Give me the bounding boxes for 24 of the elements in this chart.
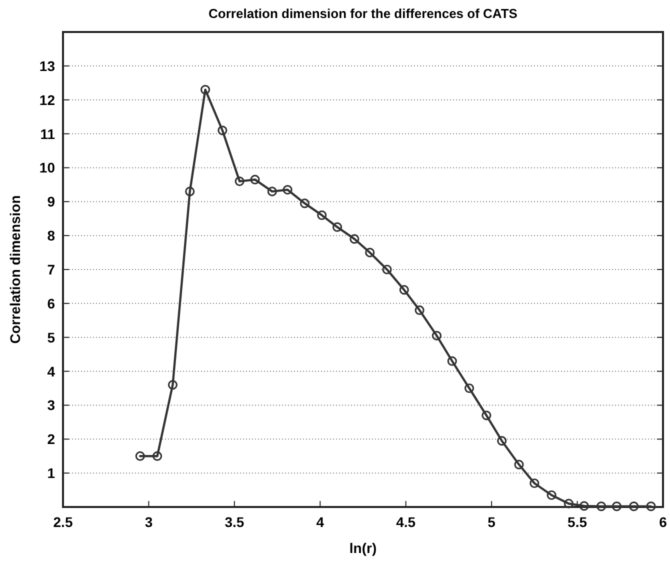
x-tick-label: 5 xyxy=(488,514,496,530)
x-axis-title: ln(r) xyxy=(349,540,377,556)
y-tick-label: 8 xyxy=(47,228,56,244)
y-tick-label: 3 xyxy=(47,397,56,414)
y-tick-label: 12 xyxy=(39,92,56,108)
chart-title: Correlation dimension for the differences of CATS xyxy=(208,6,518,21)
x-tick-label: 5.5 xyxy=(568,514,588,530)
x-tick-label: 3.5 xyxy=(224,514,244,530)
x-tick-label: 4 xyxy=(316,514,324,530)
y-tick-label: 2 xyxy=(47,431,56,448)
y-axis-title: Correlation dimension xyxy=(7,195,23,344)
y-tick-label: 11 xyxy=(40,126,56,142)
y-tick-label: 10 xyxy=(39,160,56,176)
y-tick-label: 7 xyxy=(47,262,56,278)
y-tick-label: 13 xyxy=(39,58,56,74)
x-tick-label: 2.5 xyxy=(53,514,73,530)
x-tick-label: 3 xyxy=(144,514,153,530)
y-tick-label: 6 xyxy=(47,295,56,312)
y-tick-label: 5 xyxy=(47,329,56,346)
x-tick-label: 6 xyxy=(659,514,668,530)
y-tick-label: 9 xyxy=(47,194,56,210)
x-tick-label: 4.5 xyxy=(396,514,416,530)
y-tick-label: 4 xyxy=(47,363,56,380)
y-tick-label: 1 xyxy=(47,465,56,482)
